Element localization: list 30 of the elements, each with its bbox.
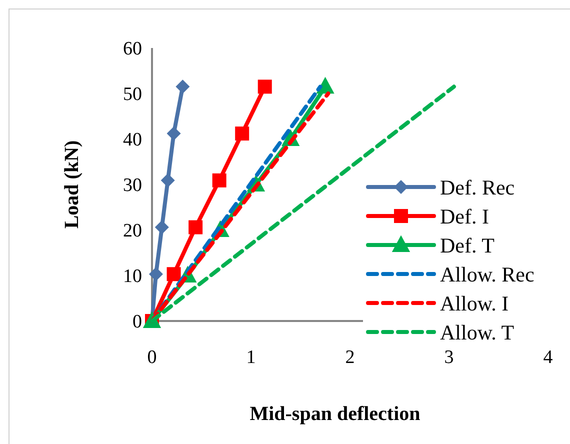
y-axis-title: Load (kN) <box>61 140 83 229</box>
y-tick-label: 40 <box>123 130 142 151</box>
legend-label: Def. I <box>440 204 489 228</box>
point <box>188 220 203 234</box>
y-tick-label: 30 <box>123 175 142 196</box>
y-tick-label: 10 <box>123 266 142 288</box>
point <box>235 126 250 141</box>
point <box>176 80 190 94</box>
x-tick-label: 1 <box>246 347 256 368</box>
y-tick-label: 50 <box>123 84 142 106</box>
point <box>166 126 181 141</box>
x-tick-label: 2 <box>345 347 355 368</box>
point <box>166 267 181 282</box>
x-tick-label: 0 <box>147 347 157 368</box>
point <box>258 80 272 94</box>
y-tick-label: 20 <box>123 220 142 242</box>
point <box>160 173 175 188</box>
legend-label: Allow. T <box>440 320 514 344</box>
legend-label: Allow. I <box>440 291 509 316</box>
y-tick-label: 0 <box>132 312 142 333</box>
point <box>148 267 163 282</box>
point <box>154 220 169 234</box>
legend-label: Def. T <box>440 233 495 258</box>
point <box>212 173 226 188</box>
x-tick-label: 3 <box>444 347 454 368</box>
y-tick-label: 60 <box>123 38 142 60</box>
legend-label: Allow. Rec <box>440 262 534 286</box>
x-tick-label: 4 <box>543 347 554 368</box>
x-axis-title: Mid-span deflection <box>250 403 420 425</box>
legend-label: Def. Rec <box>440 175 515 200</box>
